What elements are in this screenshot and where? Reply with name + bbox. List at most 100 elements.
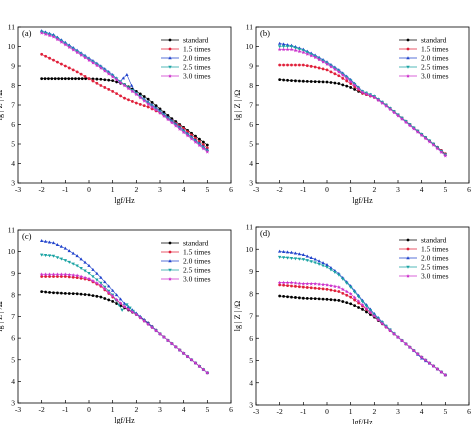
data-point: [290, 284, 293, 288]
x-tick-label: -1: [300, 185, 306, 194]
data-point: [77, 77, 81, 81]
data-point: [51, 254, 56, 258]
data-point: [107, 78, 111, 82]
chart-panel-b: -3 -2 -1 0 1 2 3 4 5 6 3 4 5 6 7 8 9 10 11 lgf/Hz lg | Z | /…: [233, 23, 471, 205]
data-point: [277, 249, 282, 253]
data-point: [173, 344, 178, 349]
y-axis-label: lg | Z | /Ω: [0, 301, 4, 332]
y-tick-label: 9: [249, 62, 253, 71]
data-point: [281, 250, 286, 254]
data-point: [325, 287, 329, 291]
data-point: [91, 294, 95, 297]
x-tick-label: 4: [420, 407, 424, 416]
x-tick-label: -1: [300, 407, 306, 416]
y-tick-label: 5: [249, 140, 253, 149]
legend-label: 3.0 times: [183, 72, 211, 81]
data-point: [353, 304, 357, 308]
data-point: [345, 79, 349, 83]
data-point: [75, 70, 79, 74]
y-tick-label: 6: [11, 120, 15, 129]
y-axis-label: lg | Z | /Ω: [233, 90, 242, 121]
series-3-0-times: [39, 272, 210, 375]
data-point: [332, 284, 337, 289]
legend-label: 2.5 times: [421, 63, 449, 72]
data-point: [368, 310, 373, 315]
y-tick-label: 10: [8, 247, 16, 256]
data-point: [91, 79, 95, 83]
data-point: [281, 45, 286, 49]
data-point: [301, 281, 306, 286]
data-point: [361, 307, 364, 311]
x-tick-label: 4: [182, 405, 186, 414]
data-point: [340, 73, 345, 77]
data-point: [57, 77, 60, 81]
x-tick-label: 0: [325, 185, 329, 194]
data-point: [392, 331, 396, 336]
data-point: [189, 357, 194, 362]
data-point: [372, 95, 377, 99]
data-point: [325, 80, 329, 84]
data-point: [278, 294, 282, 298]
y-tick-label: 6: [249, 334, 253, 343]
x-tick-label: 3: [158, 185, 162, 194]
data-point: [415, 351, 420, 356]
data-point: [94, 281, 99, 285]
data-point: [286, 295, 289, 299]
data-point: [83, 293, 87, 296]
y-tick-label: 4: [11, 159, 15, 168]
data-point: [79, 292, 83, 296]
y-tick-label: 10: [8, 42, 16, 51]
data-point: [128, 306, 132, 310]
data-point: [301, 63, 305, 67]
data-point: [403, 120, 408, 125]
data-point: [79, 257, 83, 261]
data-point: [119, 94, 122, 98]
data-point: [329, 81, 333, 84]
y-tick-label: 4: [249, 159, 253, 168]
data-point: [419, 133, 424, 138]
data-point: [126, 307, 131, 312]
data-point: [305, 64, 309, 68]
data-point: [341, 300, 345, 303]
y-tick-label: 7: [249, 101, 253, 110]
y-tick-label: 6: [11, 334, 15, 343]
data-point: [118, 301, 123, 305]
data-point: [285, 256, 290, 260]
data-point: [301, 79, 305, 83]
data-point: [75, 254, 79, 258]
data-point: [150, 101, 154, 104]
data-point: [194, 134, 197, 138]
data-point: [341, 83, 345, 87]
x-tick-label: 2: [134, 185, 138, 194]
y-tick-label: 5: [11, 140, 15, 149]
legend-label: standard: [183, 239, 209, 248]
y-tick-label: 5: [11, 355, 15, 364]
data-point: [293, 46, 298, 50]
data-point: [154, 104, 158, 108]
data-point: [329, 64, 333, 69]
data-point: [427, 361, 432, 365]
y-tick-label: 10: [246, 42, 254, 51]
data-point: [110, 294, 115, 298]
data-point: [185, 133, 190, 138]
data-point: [392, 110, 396, 115]
y-tick-label: 8: [11, 81, 15, 90]
data-point: [59, 272, 64, 277]
data-point: [321, 282, 325, 287]
data-point: [114, 293, 119, 297]
data-point: [329, 283, 333, 288]
y-tick-label: 4: [11, 377, 15, 386]
legend-marker: [406, 238, 410, 242]
data-point: [376, 317, 381, 322]
data-point: [317, 57, 322, 62]
data-point: [305, 296, 309, 300]
data-point: [364, 92, 369, 96]
data-point: [329, 288, 333, 292]
data-point: [103, 78, 107, 82]
data-point: [134, 312, 139, 317]
series-line: [279, 295, 446, 376]
data-point: [305, 79, 309, 83]
data-point: [122, 304, 127, 309]
